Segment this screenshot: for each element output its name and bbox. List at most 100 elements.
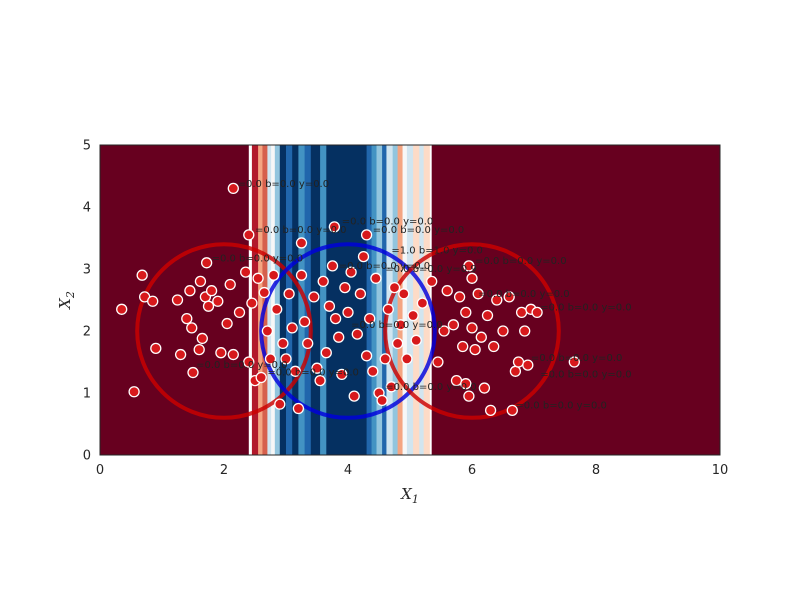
background-band bbox=[402, 145, 408, 455]
data-points bbox=[116, 182, 580, 417]
y-tick-labels: 0 1 2 3 4 5 bbox=[83, 139, 91, 464]
data-point bbox=[202, 300, 215, 312]
data-point bbox=[329, 312, 342, 325]
data-point bbox=[174, 348, 187, 361]
data-point bbox=[181, 312, 193, 325]
data-point bbox=[484, 404, 497, 417]
data-point bbox=[432, 356, 444, 368]
data-point bbox=[196, 332, 208, 345]
y-axis-label: X2 bbox=[56, 291, 77, 310]
data-point bbox=[333, 331, 345, 343]
background-band bbox=[392, 145, 398, 455]
data-point bbox=[184, 285, 196, 297]
data-point bbox=[410, 334, 422, 346]
data-point bbox=[286, 322, 298, 334]
x-tick-label: 2 bbox=[220, 463, 228, 478]
point-annotation: =0.0 b=0.0 y=0.0 bbox=[540, 370, 631, 381]
data-point bbox=[194, 275, 207, 288]
plot-frame bbox=[99, 144, 721, 456]
background-band bbox=[376, 145, 383, 455]
point-annotation: =0.0 b=0.0 y=0.0 bbox=[238, 179, 329, 190]
data-point bbox=[457, 340, 469, 353]
data-point bbox=[348, 390, 360, 402]
data-point bbox=[481, 309, 494, 322]
data-point bbox=[116, 303, 128, 315]
data-point bbox=[463, 390, 475, 402]
background-band bbox=[431, 145, 721, 455]
background-band bbox=[304, 145, 312, 455]
data-point bbox=[460, 378, 472, 390]
data-point bbox=[323, 300, 336, 312]
data-point bbox=[519, 325, 531, 337]
data-point bbox=[128, 386, 140, 398]
data-point bbox=[345, 266, 357, 278]
data-point bbox=[342, 306, 354, 319]
point-annotation: =0.0 b=0.0 y=0.0 bbox=[267, 368, 358, 379]
data-point bbox=[267, 269, 280, 281]
data-point bbox=[200, 257, 213, 269]
data-point bbox=[466, 272, 478, 284]
data-point bbox=[466, 322, 478, 334]
red-class-circle bbox=[135, 242, 313, 420]
data-point bbox=[252, 272, 264, 284]
data-point bbox=[136, 269, 148, 281]
data-point bbox=[295, 237, 308, 249]
data-point bbox=[227, 182, 239, 195]
class-circles bbox=[135, 242, 561, 420]
classifier-background bbox=[100, 145, 721, 455]
data-point bbox=[385, 381, 398, 393]
point-annotation: =0.0 b=0.0 y=0.0 bbox=[339, 261, 430, 272]
point-annotation: =0.0 b=0.0 y=0.0 bbox=[515, 401, 606, 412]
x-tick-label: 0 bbox=[96, 463, 104, 478]
data-point bbox=[475, 331, 487, 343]
y-tick-label: 2 bbox=[83, 325, 91, 340]
data-point bbox=[416, 297, 429, 309]
background-band bbox=[397, 145, 403, 455]
data-point bbox=[258, 286, 270, 299]
data-point bbox=[398, 288, 410, 300]
data-point bbox=[187, 366, 199, 379]
data-point bbox=[147, 295, 159, 307]
data-point bbox=[354, 288, 367, 300]
data-point bbox=[531, 306, 543, 319]
data-point bbox=[289, 365, 301, 377]
data-point bbox=[280, 353, 292, 365]
data-point bbox=[292, 402, 305, 415]
data-point bbox=[438, 325, 450, 337]
red-class-circle bbox=[383, 242, 561, 420]
data-point bbox=[255, 371, 267, 384]
background-band bbox=[279, 145, 287, 455]
data-point bbox=[277, 337, 289, 350]
data-point bbox=[186, 322, 198, 334]
x-tick-label: 4 bbox=[344, 463, 352, 478]
data-point bbox=[193, 343, 205, 356]
background-band bbox=[258, 145, 263, 455]
y-tick-label: 1 bbox=[83, 387, 91, 402]
data-point bbox=[491, 294, 503, 306]
data-point bbox=[308, 291, 320, 303]
data-point bbox=[246, 297, 258, 309]
data-point bbox=[311, 362, 323, 374]
data-point bbox=[317, 275, 329, 288]
point-annotation: =0.0 b=0.0 y=0.0 bbox=[540, 303, 631, 314]
background-band bbox=[274, 145, 281, 455]
x-tick-label: 6 bbox=[468, 463, 476, 478]
data-point bbox=[395, 319, 407, 331]
point-annotation: =0.0 b=0.0 y=0.0 bbox=[478, 289, 569, 300]
background-band bbox=[271, 145, 276, 455]
data-point bbox=[360, 350, 373, 362]
data-point bbox=[478, 382, 491, 394]
data-point bbox=[221, 317, 233, 330]
point-annotation: =0.0 b=0.0 y=0.0 bbox=[196, 360, 287, 371]
y-tick-label: 0 bbox=[83, 449, 91, 464]
x-tick-label: 10 bbox=[712, 463, 729, 478]
data-point bbox=[401, 353, 413, 365]
point-annotation: =0.0 b=0.0 y=0.9 bbox=[385, 264, 476, 275]
data-point bbox=[314, 374, 326, 387]
data-point bbox=[171, 294, 184, 306]
point-annotation: =0.0 b=0.0 y=0.0 bbox=[212, 254, 303, 265]
data-point bbox=[205, 285, 218, 297]
point-annotations: =0.0 b=0.0 y=0.0=0.0 b=0.0 y=0.0=0.0 b=0… bbox=[196, 179, 632, 411]
background-band bbox=[382, 145, 387, 455]
